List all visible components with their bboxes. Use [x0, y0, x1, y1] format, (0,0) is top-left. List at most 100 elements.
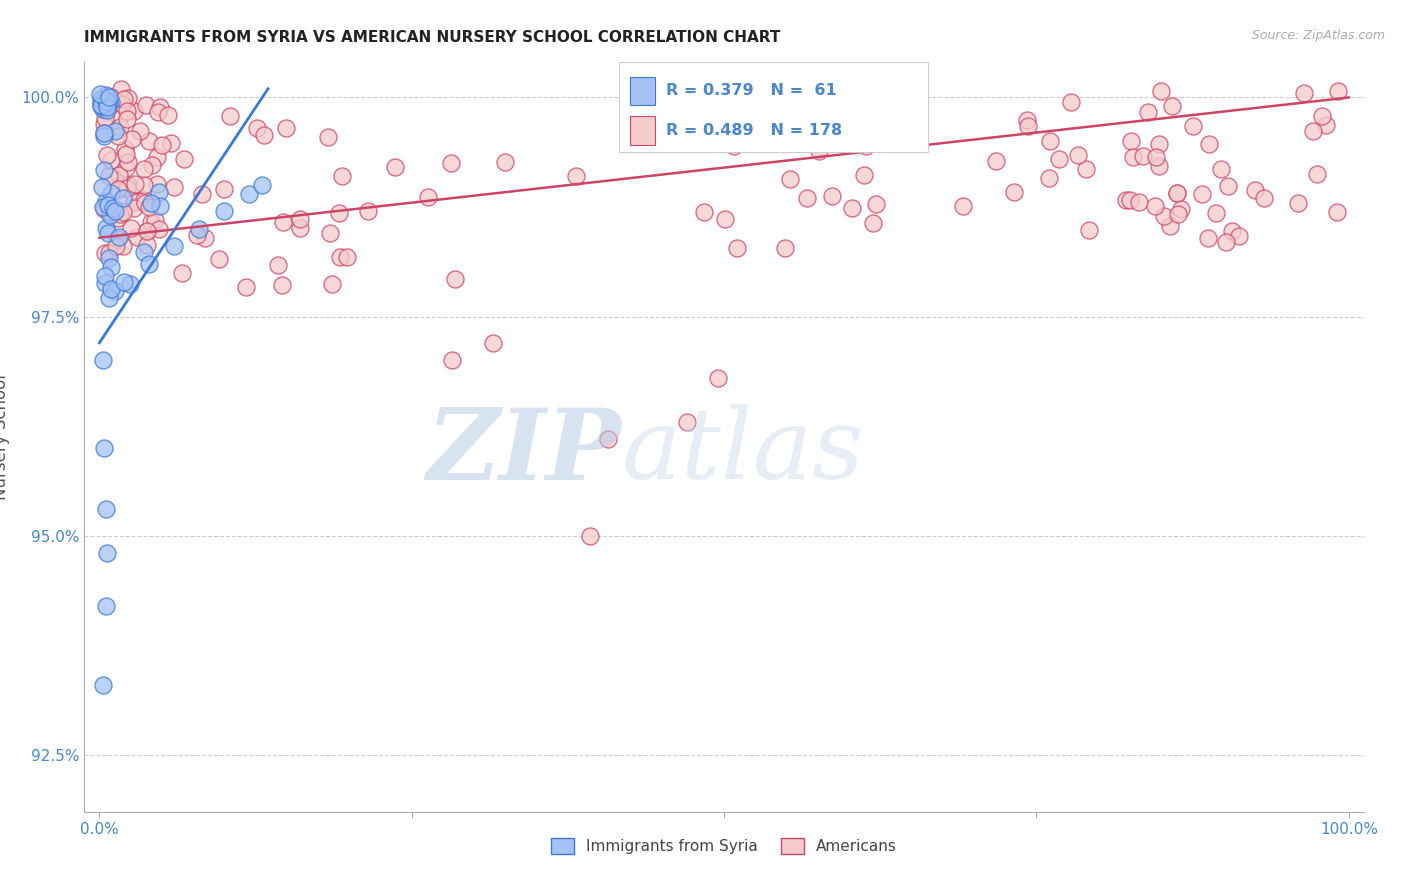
Point	[718, 92, 741, 106]
Point	[120, 221, 142, 235]
Point	[134, 193, 156, 207]
Point	[986, 153, 1008, 168]
Point	[96, 95, 118, 109]
Legend: Immigrants from Syria, Americans: Immigrants from Syria, Americans	[546, 832, 903, 860]
Point	[1306, 167, 1329, 181]
Text: ZIP: ZIP	[427, 404, 621, 500]
Point	[1137, 105, 1160, 120]
Point	[132, 178, 155, 192]
Point	[89, 98, 111, 112]
Point	[111, 96, 134, 111]
Y-axis label: Nursery School: Nursery School	[0, 374, 10, 500]
Text: Source: ZipAtlas.com: Source: ZipAtlas.com	[1251, 29, 1385, 42]
Point	[1191, 186, 1213, 201]
Point	[90, 95, 112, 109]
Point	[115, 181, 138, 195]
Point	[145, 178, 167, 192]
Point	[107, 182, 129, 196]
Point	[723, 139, 745, 153]
Point	[1244, 183, 1267, 197]
Point	[1181, 119, 1204, 133]
Point	[139, 196, 162, 211]
Point	[1167, 207, 1189, 221]
Point	[1205, 206, 1227, 220]
Point	[112, 92, 135, 106]
Point	[138, 200, 160, 214]
Point	[98, 252, 121, 266]
Point	[115, 146, 138, 161]
Point	[107, 129, 129, 144]
Point	[1147, 136, 1170, 151]
Point	[141, 158, 163, 172]
Point	[91, 200, 114, 214]
Point	[115, 161, 138, 175]
Point	[1310, 109, 1333, 123]
Point	[330, 169, 353, 183]
Point	[100, 186, 122, 201]
Point	[98, 205, 121, 219]
Point	[564, 169, 586, 183]
Point	[952, 199, 974, 213]
Point	[104, 204, 127, 219]
Point	[122, 103, 145, 118]
Point	[107, 211, 129, 226]
Point	[1017, 119, 1039, 133]
Point	[112, 205, 135, 219]
Point	[1039, 134, 1062, 148]
Point	[1211, 161, 1233, 176]
Point	[104, 284, 127, 298]
Point	[1128, 194, 1150, 209]
Text: R = 0.379   N =  61: R = 0.379 N = 61	[666, 84, 837, 98]
Point	[117, 178, 139, 193]
Point	[384, 160, 406, 174]
Point	[148, 221, 170, 235]
Point	[868, 99, 890, 113]
Point	[1253, 191, 1275, 205]
Point	[444, 272, 467, 286]
Point	[93, 202, 115, 216]
Point	[1115, 194, 1137, 208]
Point	[860, 128, 883, 143]
Point	[129, 124, 152, 138]
Point	[105, 231, 128, 245]
Point	[132, 244, 155, 259]
Point	[1047, 152, 1070, 166]
Point	[97, 226, 120, 240]
Point	[190, 186, 212, 201]
Point	[807, 145, 830, 159]
Point	[1150, 84, 1173, 98]
Point	[1166, 186, 1188, 201]
Point	[1002, 185, 1025, 199]
Point	[112, 275, 135, 289]
Point	[1143, 199, 1166, 213]
Point	[97, 95, 120, 109]
Point	[707, 371, 730, 385]
Point	[250, 178, 273, 193]
Point	[212, 181, 235, 195]
Point	[853, 168, 876, 182]
Point	[94, 502, 117, 516]
Point	[1122, 150, 1144, 164]
Point	[105, 239, 128, 253]
Point	[100, 260, 122, 274]
Point	[186, 228, 208, 243]
Point	[139, 214, 162, 228]
Point	[267, 258, 290, 272]
Point	[98, 208, 121, 222]
Point	[104, 173, 127, 187]
Point	[316, 130, 339, 145]
Point	[1302, 124, 1324, 138]
Point	[1118, 193, 1140, 207]
Point	[253, 128, 276, 143]
Point	[865, 197, 887, 211]
Point	[862, 216, 884, 230]
Point	[90, 95, 112, 109]
Point	[90, 99, 112, 113]
Point	[329, 250, 352, 264]
Point	[1017, 112, 1039, 127]
Point	[96, 100, 118, 114]
Point	[110, 82, 132, 96]
Point	[1038, 171, 1060, 186]
Point	[93, 95, 115, 109]
Point	[93, 126, 115, 140]
